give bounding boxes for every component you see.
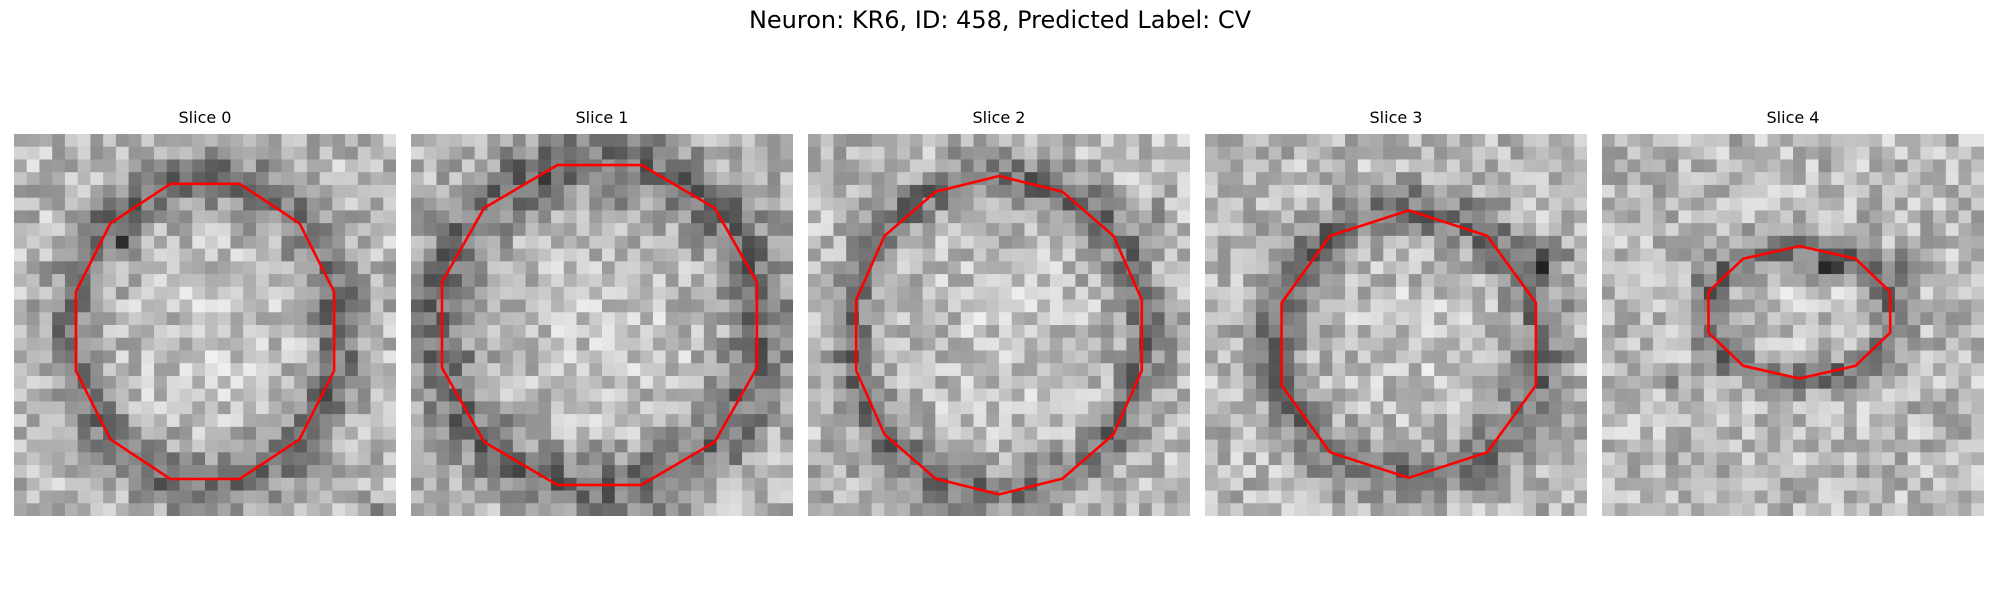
slice-panel-3: Slice 3 (1205, 108, 1587, 520)
slice-panel-1: Slice 1 (411, 108, 793, 520)
slice-image-0 (14, 134, 396, 516)
segmentation-contour (74, 182, 336, 481)
slice-panel-4: Slice 4 (1602, 108, 1984, 520)
slice-pixels (411, 134, 793, 516)
figure-title: Neuron: KR6, ID: 458, Predicted Label: C… (748, 6, 1252, 34)
slice-title: Slice 0 (178, 108, 232, 127)
slice-pixels (1602, 134, 1984, 516)
slice-title: Slice 4 (1766, 108, 1820, 127)
slice-panels: Slice 0 Slice 1 Slice 2 Slice 3 Slice 4 (0, 108, 2000, 528)
segmentation-contour (1707, 244, 1892, 380)
segmentation-contour (440, 163, 759, 487)
slice-title: Slice 3 (1369, 108, 1423, 127)
slice-panel-2: Slice 2 (808, 108, 1190, 520)
slice-title: Slice 2 (972, 108, 1026, 127)
slice-pixels (1205, 134, 1587, 516)
slice-pixels (808, 134, 1190, 516)
segmentation-contour (854, 174, 1144, 496)
slice-pixels (14, 134, 396, 516)
slice-image-3 (1205, 134, 1587, 516)
segmentation-contour (1280, 209, 1538, 480)
slice-image-4 (1602, 134, 1984, 516)
slice-image-2 (808, 134, 1190, 516)
slice-title: Slice 1 (575, 108, 629, 127)
slice-image-1 (411, 134, 793, 516)
slice-panel-0: Slice 0 (14, 108, 396, 520)
